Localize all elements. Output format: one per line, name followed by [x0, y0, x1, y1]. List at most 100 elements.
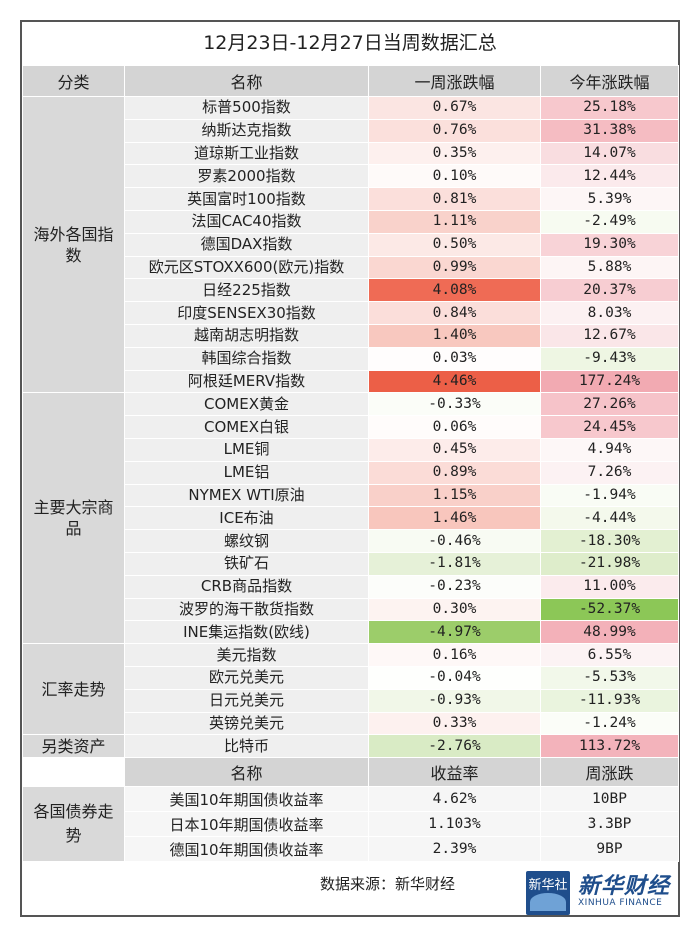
- ytd-change-cell: 113.72%: [540, 734, 679, 759]
- bond-row: 日本10年期国债收益率 1.103% 3.3BP: [23, 811, 679, 838]
- name-cell: 美元指数: [124, 643, 369, 667]
- ytd-change-cell: 48.99%: [540, 620, 679, 645]
- ytd-change-cell: 14.07%: [540, 141, 679, 166]
- bond-header-weekly: 周涨跌: [540, 757, 679, 788]
- ytd-change-cell: 19.30%: [540, 232, 679, 257]
- brand-name-en: XINHUA FINANCE: [578, 898, 663, 908]
- week-change-cell: -2.76%: [368, 734, 541, 759]
- main-body: 海外各国指数 标普500指数 0.67% 25.18% 纳斯达克指数 0.76% 31.38…: [22, 95, 679, 759]
- table-row: 纳斯达克指数 0.76% 31.38%: [23, 118, 679, 143]
- table-row: 螺纹钢 -0.46% -18.30%: [23, 529, 679, 553]
- name-cell: 法国CAC40指数: [124, 209, 369, 234]
- name-cell: COMEX黄金: [124, 392, 369, 417]
- table-row: 汇率走势 美元指数 0.16% 6.55%: [22, 643, 679, 736]
- table-row: 日经225指数 4.08% 20.37%: [23, 278, 679, 303]
- ytd-change-cell: 31.38%: [540, 118, 679, 143]
- bond-yield-cell: 4.62%: [368, 786, 541, 813]
- week-change-cell: 0.45%: [368, 437, 541, 462]
- week-change-cell: -0.33%: [368, 392, 541, 417]
- week-change-cell: 0.89%: [368, 460, 541, 485]
- ytd-change-cell: 8.03%: [540, 301, 679, 325]
- table-row: NYMEX WTI原油 1.15% -1.94%: [23, 483, 679, 508]
- name-cell: 标普500指数: [124, 96, 369, 120]
- name-cell: CRB商品指数: [124, 574, 369, 599]
- week-change-cell: 0.03%: [368, 346, 541, 371]
- category-cell: 另类资产: [22, 734, 125, 759]
- name-cell: ICE布油: [124, 506, 369, 531]
- week-change-cell: 1.11%: [368, 209, 541, 234]
- table-row: 日元兑美元 -0.93% -11.93%: [23, 688, 679, 713]
- bond-category-cell: 各国债券走势: [22, 786, 125, 863]
- name-cell: COMEX白银: [124, 415, 369, 439]
- ytd-change-cell: 4.94%: [540, 437, 679, 462]
- data-source: 数据来源：新华财经: [320, 875, 456, 893]
- week-change-cell: -0.04%: [368, 665, 541, 690]
- name-cell: 欧元区STOXX600(欧元)指数: [124, 255, 369, 280]
- name-cell: 欧元兑美元: [124, 665, 369, 690]
- week-change-cell: 0.67%: [368, 96, 541, 120]
- name-cell: 日经225指数: [124, 278, 369, 303]
- week-change-cell: 0.16%: [368, 643, 541, 667]
- category-cell: 海外各国指数: [22, 95, 125, 394]
- week-change-cell: 1.15%: [368, 483, 541, 508]
- bond-yield-cell: 2.39%: [368, 836, 541, 863]
- week-change-cell: 4.46%: [368, 369, 541, 394]
- xinhua-logo: 新华社: [526, 871, 570, 915]
- brand-logo: 新华财经 XINHUA FINANCE: [578, 868, 670, 908]
- bond-name-cell: 德国10年期国债收益率: [124, 836, 369, 863]
- ytd-change-cell: 25.18%: [540, 96, 679, 120]
- ytd-change-cell: 27.26%: [540, 392, 679, 417]
- header-category: 分类: [22, 65, 125, 97]
- table-row: INE集运指数(欧线) -4.97% 48.99%: [23, 620, 679, 645]
- table-row: 英国富时100指数 0.81% 5.39%: [23, 187, 679, 211]
- bond-header-name: 名称: [124, 757, 369, 788]
- week-change-cell: 0.76%: [368, 118, 541, 143]
- week-change-cell: 1.46%: [368, 506, 541, 531]
- category-cell: 主要大宗商品: [22, 392, 125, 645]
- table-row: 罗素2000指数 0.10% 12.44%: [23, 164, 679, 189]
- name-cell: 日元兑美元: [124, 688, 369, 713]
- ytd-change-cell: -1.94%: [540, 483, 679, 508]
- name-cell: 英国富时100指数: [124, 187, 369, 211]
- week-change-cell: 0.81%: [368, 187, 541, 211]
- ytd-change-cell: -2.49%: [540, 209, 679, 234]
- name-cell: 英镑兑美元: [124, 711, 369, 736]
- week-change-cell: 0.10%: [368, 164, 541, 189]
- header-week-change: 一周涨跌幅: [368, 65, 541, 97]
- name-cell: LME铝: [124, 460, 369, 485]
- ytd-change-cell: -52.37%: [540, 597, 679, 622]
- ytd-change-cell: 5.88%: [540, 255, 679, 280]
- week-change-cell: -1.81%: [368, 551, 541, 576]
- bond-body: 名称 收益率 周涨跌 各国债券走势 美国10年期国债收益率 4.62% 10BP 日本1…: [22, 757, 679, 863]
- name-cell: 阿根廷MERV指数: [124, 369, 369, 394]
- table-row: 另类资产 比特币 -2.76% 113.72%: [22, 734, 679, 759]
- table-frame: [20, 20, 680, 917]
- name-cell: 纳斯达克指数: [124, 118, 369, 143]
- ytd-change-cell: 12.67%: [540, 323, 679, 348]
- bond-name-cell: 日本10年期国债收益率: [124, 811, 369, 838]
- name-cell: 罗素2000指数: [124, 164, 369, 189]
- table-row: 韩国综合指数 0.03% -9.43%: [23, 346, 679, 371]
- bond-yield-cell: 1.103%: [368, 811, 541, 838]
- header-row: 分类 名称 一周涨跌幅 今年涨跌幅: [22, 65, 679, 97]
- table-row: 主要大宗商品 COMEX黄金 -0.33% 27.26%: [22, 392, 679, 645]
- table-row: 阿根廷MERV指数 4.46% 177.24%: [23, 369, 679, 394]
- bond-weekly-cell: 10BP: [540, 786, 679, 813]
- ytd-change-cell: 24.45%: [540, 415, 679, 439]
- week-change-cell: 0.50%: [368, 232, 541, 257]
- table-row: 海外各国指数 标普500指数 0.67% 25.18%: [22, 95, 679, 394]
- ytd-change-cell: -5.53%: [540, 665, 679, 690]
- summary-table: 分类 名称 一周涨跌幅 今年涨跌幅 海外各国指数 标普500指数 0.67% 25.1…: [22, 65, 679, 863]
- name-cell: 越南胡志明指数: [124, 323, 369, 348]
- week-change-cell: -0.93%: [368, 688, 541, 713]
- name-cell: 道琼斯工业指数: [124, 141, 369, 166]
- bond-name-cell: 美国10年期国债收益率: [124, 786, 369, 813]
- ytd-change-cell: 11.00%: [540, 574, 679, 599]
- name-cell: 比特币: [124, 734, 369, 759]
- page-title: 12月23日-12月27日当周数据汇总: [203, 32, 497, 54]
- globe-icon: [530, 893, 566, 911]
- week-change-cell: -4.97%: [368, 620, 541, 645]
- header-ytd-change: 今年涨跌幅: [540, 65, 679, 97]
- ytd-change-cell: -1.24%: [540, 711, 679, 736]
- bond-row: 各国债券走势 美国10年期国债收益率 4.62% 10BP: [22, 786, 679, 863]
